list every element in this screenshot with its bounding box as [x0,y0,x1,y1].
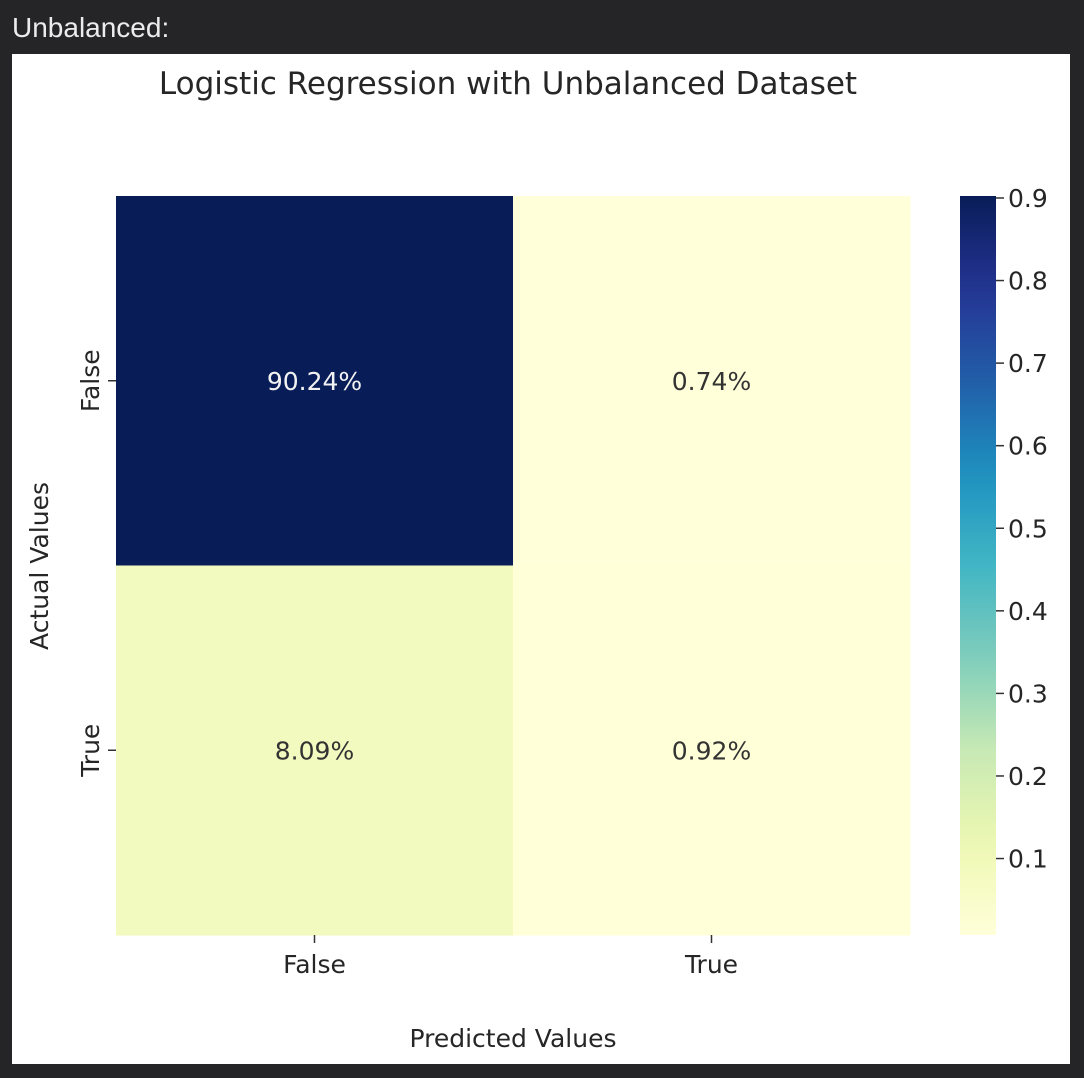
page-heading: Unbalanced: [12,12,170,43]
colorbar-tick-label: 0.6 [1008,432,1048,461]
heatmap-chart: Logistic Regression with Unbalanced Data… [25,66,1048,1053]
colorbar-tick-label: 0.2 [1008,762,1048,791]
y-axis-label: Actual Values [25,482,54,650]
cell-annotation: 0.74% [672,367,751,396]
colorbar-gradient [960,196,996,935]
x-tick-label: True [684,950,738,979]
colorbar-ticks: 0.1 0.2 0.3 0.4 0.5 0.6 0.7 0.8 0.9 [996,184,1048,874]
x-tick-label: False [283,950,346,979]
y-axis: False True [76,349,116,778]
colorbar-tick-label: 0.1 [1008,845,1048,874]
colorbar-tick-label: 0.7 [1008,349,1048,378]
cell-annotation: 90.24% [267,367,362,396]
colorbar: 0.1 0.2 0.3 0.4 0.5 0.6 0.7 0.8 0.9 [960,184,1048,935]
heatmap-cell [116,565,514,936]
colorbar-tick-label: 0.4 [1008,597,1048,626]
chart-panel: Logistic Regression with Unbalanced Data… [12,54,1070,1064]
chart-title: Logistic Regression with Unbalanced Data… [159,66,857,102]
y-tick-label: True [76,724,105,778]
heatmap-cell [513,196,911,566]
x-axis-label: Predicted Values [410,1024,617,1053]
heatmap-cell [116,196,514,566]
y-tick-label: False [76,349,105,412]
colorbar-tick-label: 0.5 [1008,514,1048,543]
colorbar-tick-label: 0.8 [1008,267,1048,296]
cell-annotation: 0.92% [672,736,751,765]
heatmap-cell [513,565,911,936]
heatmap-cells [116,196,911,936]
cell-annotation: 8.09% [275,736,354,765]
colorbar-tick-label: 0.9 [1008,184,1048,213]
colorbar-tick-label: 0.3 [1008,679,1048,708]
x-axis: False True [283,935,738,979]
heatmap-annotations: 90.24% 0.74% 8.09% 0.92% [267,367,751,766]
